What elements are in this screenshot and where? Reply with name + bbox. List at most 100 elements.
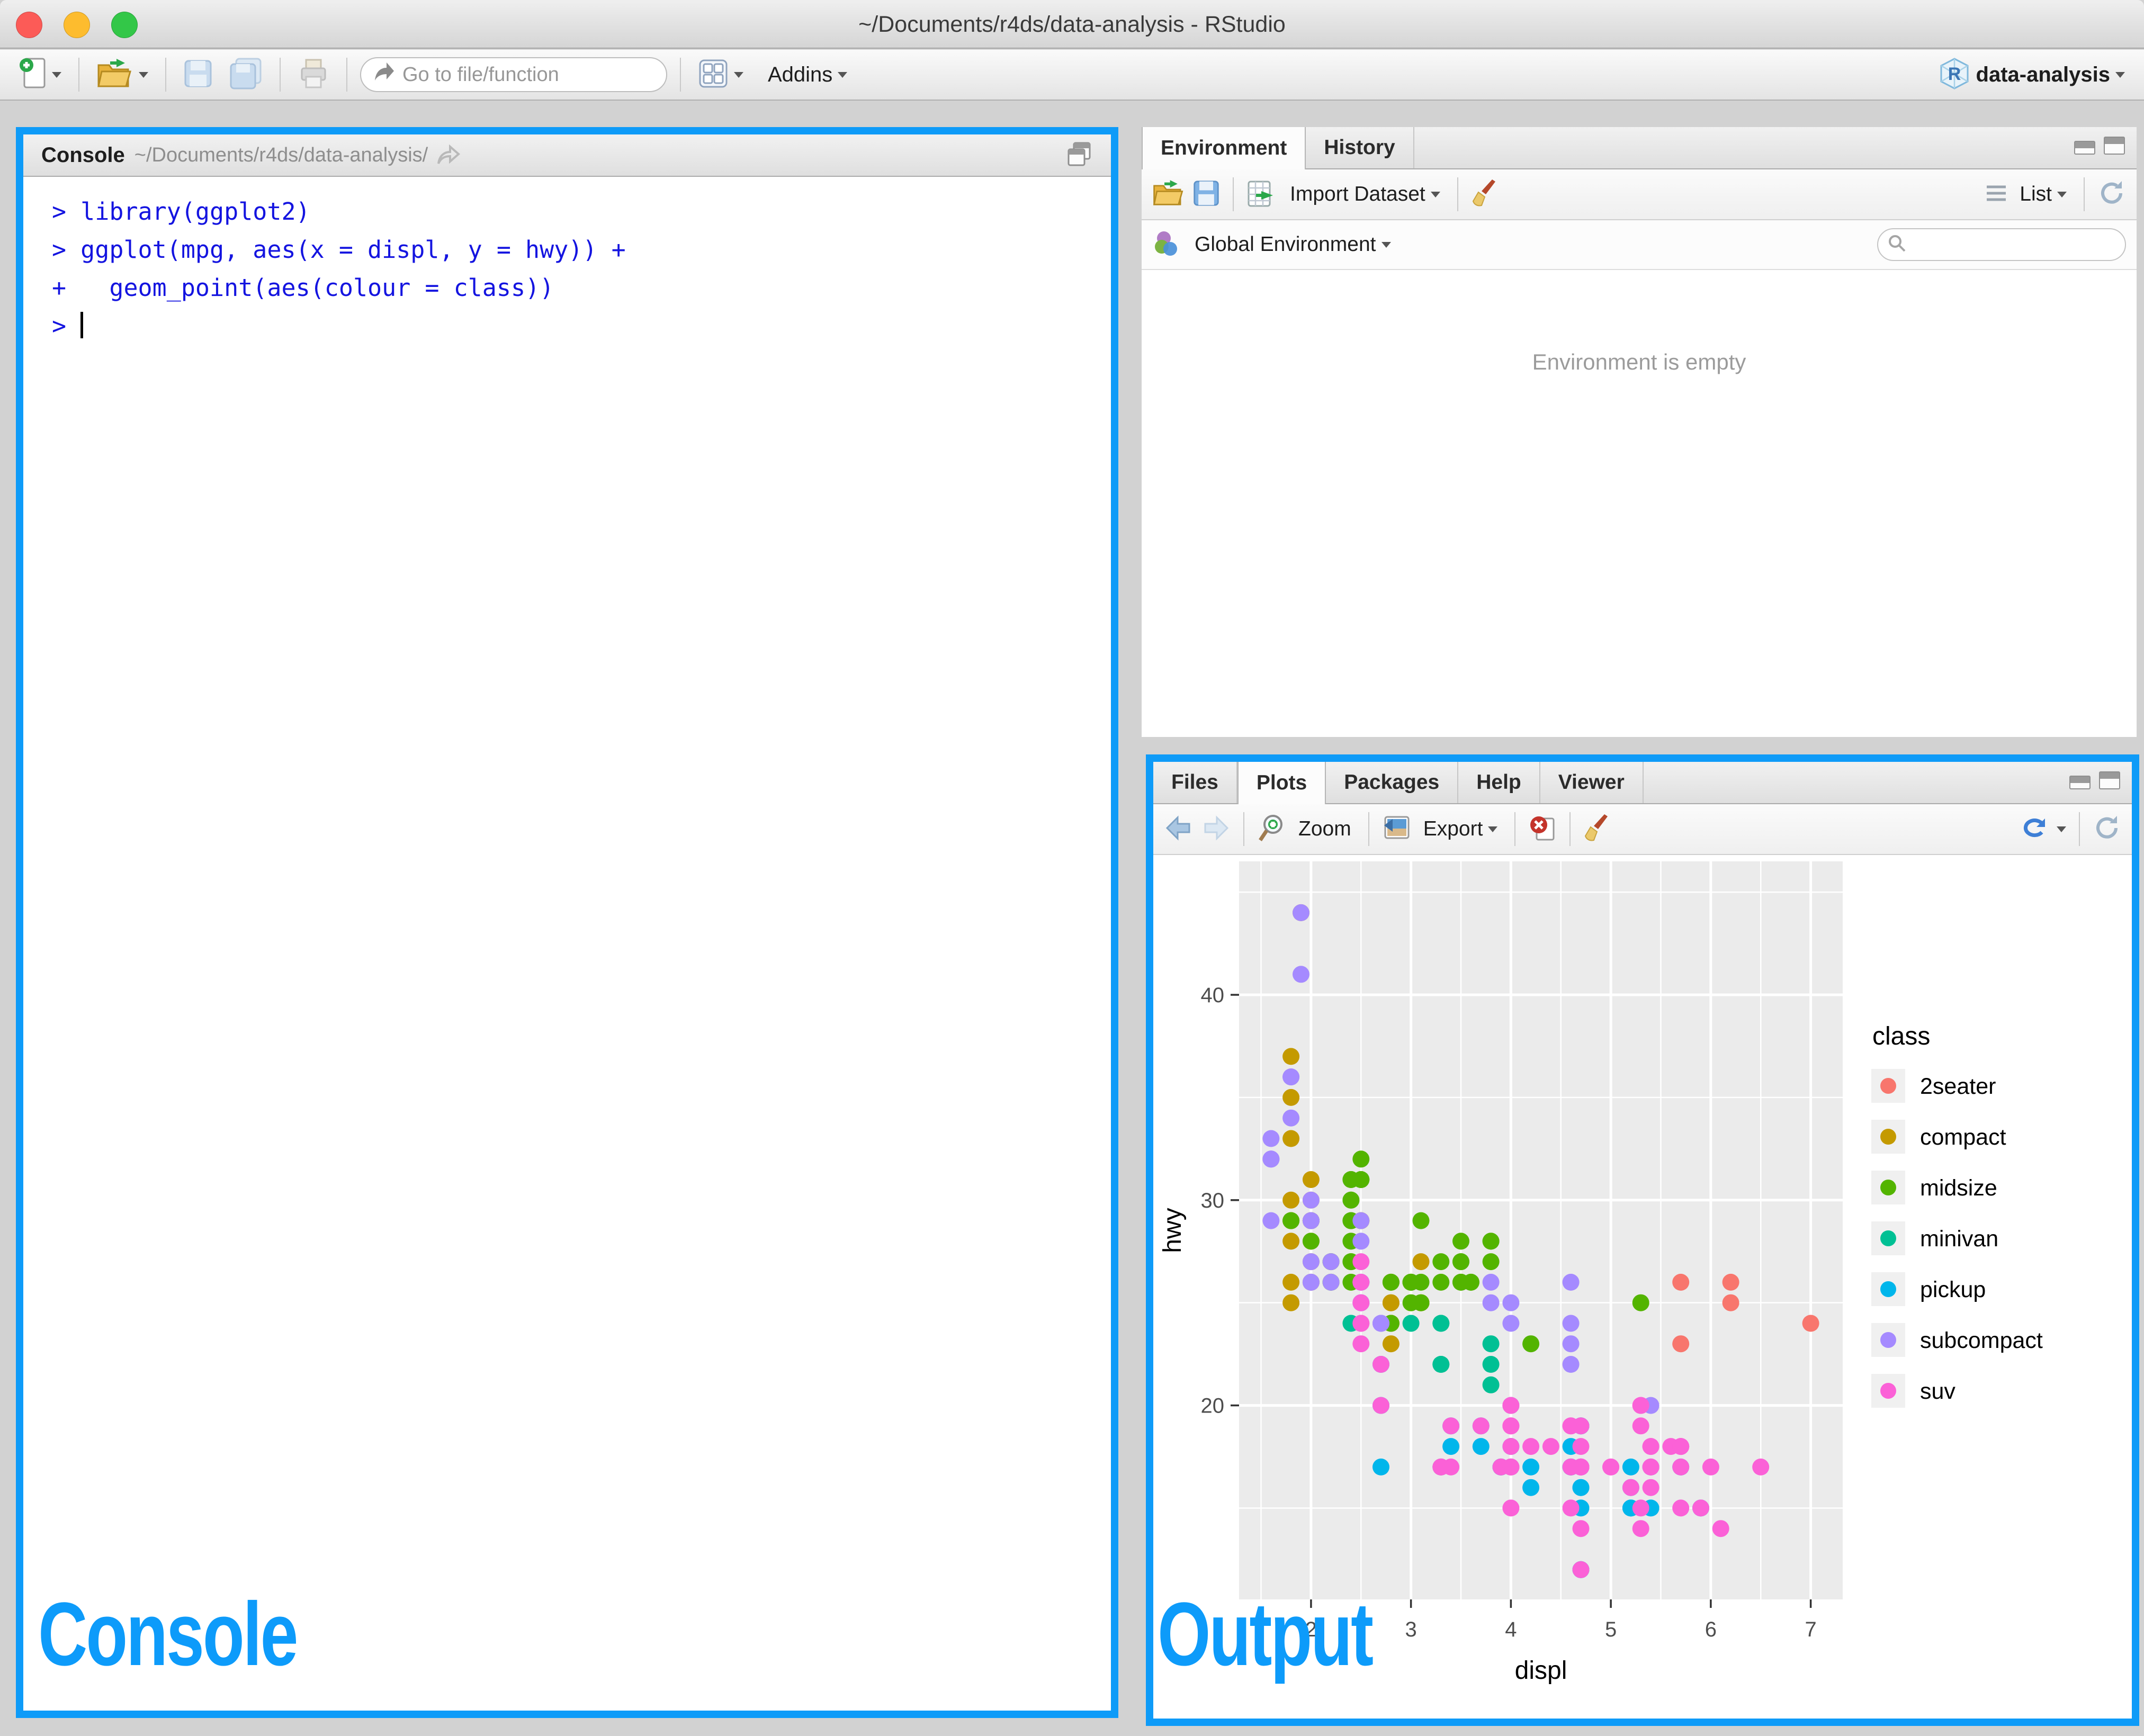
main-toolbar: Go to file/function Addins R data-analys… (0, 50, 2144, 101)
minimize-pane-icon[interactable] (2074, 141, 2095, 155)
publish-plot-icon[interactable] (2020, 814, 2049, 844)
list-view-button[interactable]: List (2015, 179, 2071, 209)
svg-text:5: 5 (1605, 1618, 1617, 1641)
plots-toolbar: Zoom Export (1153, 804, 2132, 855)
svg-text:R: R (1948, 64, 1961, 84)
next-plot-icon[interactable] (1201, 814, 1231, 844)
plot-canvas: 2 3 4 5 6 7 20 30 40 displ hwy class 2seater compact m… (1153, 855, 2132, 1697)
svg-text:minivan: minivan (1920, 1226, 1998, 1252)
previous-plot-icon[interactable] (1164, 814, 1194, 844)
open-folder-icon (96, 58, 133, 92)
addins-caret-icon (838, 71, 848, 78)
svg-text:midsize: midsize (1920, 1175, 1997, 1201)
environment-scope-button[interactable]: Global Environment (1190, 230, 1395, 259)
goto-file-function-input[interactable]: Go to file/function (360, 57, 667, 92)
svg-text:hwy: hwy (1159, 1208, 1187, 1253)
svg-text:compact: compact (1920, 1125, 2006, 1150)
new-file-icon (19, 57, 47, 93)
console-line: > (52, 307, 1111, 345)
print-icon (298, 58, 329, 92)
panes-layout-caret-icon (734, 71, 743, 78)
environment-search-input[interactable] (1877, 228, 2126, 261)
zoom-plot-icon (1257, 813, 1287, 846)
zoom-window-icon[interactable] (111, 12, 138, 38)
console-line: > library(ggplot2) (52, 197, 310, 226)
tab-files[interactable]: Files (1153, 762, 1237, 803)
new-file-caret-icon (52, 71, 61, 78)
panes-grid-icon (698, 58, 729, 92)
refresh-plot-icon[interactable] (2093, 814, 2121, 845)
svg-text:30: 30 (1201, 1189, 1225, 1212)
print-button[interactable] (293, 55, 334, 95)
tab-environment[interactable]: Environment (1142, 127, 1306, 169)
export-plot-button[interactable]: Export (1419, 814, 1502, 844)
console-pane: Console ~/Documents/r4ds/data-analysis/ … (16, 127, 1118, 1718)
svg-text:6: 6 (1705, 1618, 1717, 1641)
tab-help[interactable]: Help (1458, 762, 1540, 803)
clear-environment-broom-icon[interactable] (1471, 177, 1500, 212)
r-project-cube-icon: R (1938, 57, 1971, 93)
load-workspace-icon[interactable] (1152, 179, 1185, 210)
svg-text:4: 4 (1505, 1618, 1517, 1641)
title-bar: ~/Documents/r4ds/data-analysis - RStudio (0, 0, 2144, 49)
project-menu-button[interactable]: R data-analysis (1934, 53, 2129, 96)
svg-text:subcompact: subcompact (1920, 1328, 2043, 1353)
minimize-window-icon[interactable] (64, 12, 90, 38)
console-working-directory: ~/Documents/r4ds/data-analysis/ (134, 143, 428, 166)
export-label: Export (1423, 817, 1483, 840)
export-plot-icon (1382, 815, 1412, 844)
panes-layout-button[interactable] (694, 55, 748, 95)
maximize-pane-icon[interactable] (2099, 771, 2120, 789)
new-file-button[interactable] (15, 53, 66, 96)
svg-text:40: 40 (1201, 984, 1225, 1007)
svg-text:7: 7 (1805, 1618, 1816, 1641)
addins-label: Addins (768, 62, 833, 86)
plots-tabstrip: Files Plots Packages Help Viewer (1153, 762, 2132, 804)
zoom-label: Zoom (1298, 817, 1351, 840)
open-file-button[interactable] (92, 55, 152, 95)
list-view-caret-icon (2057, 191, 2067, 197)
maximize-pane-icon[interactable] (2104, 137, 2125, 155)
open-file-caret-icon (139, 71, 148, 78)
environment-scope-caret-icon (1381, 241, 1391, 248)
console-input-area[interactable]: > library(ggplot2) > ggplot(mpg, aes(x = … (23, 177, 1111, 345)
tab-packages[interactable]: Packages (1326, 762, 1459, 803)
tab-history[interactable]: History (1306, 127, 1414, 168)
console-tab[interactable]: Console (41, 143, 125, 167)
console-overlay-label: Console (38, 1584, 298, 1685)
text-cursor (80, 312, 84, 338)
plots-pane: Files Plots Packages Help Viewer Zoom (1146, 754, 2139, 1726)
refresh-environment-icon[interactable] (2097, 179, 2126, 210)
goto-arrow-icon (372, 60, 395, 89)
environment-tabstrip: Environment History (1142, 127, 2137, 169)
console-line: + geom_point(aes(colour = class)) (52, 274, 554, 302)
minimize-pane-icon[interactable] (2069, 776, 2091, 789)
svg-text:20: 20 (1201, 1395, 1225, 1418)
close-window-icon[interactable] (16, 12, 42, 38)
list-view-label: List (2020, 183, 2052, 205)
environment-scope-row: Global Environment (1142, 220, 2137, 270)
save-all-button[interactable] (225, 55, 267, 95)
svg-text:2seater: 2seater (1920, 1074, 1996, 1099)
clear-all-plots-broom-icon[interactable] (1583, 812, 1612, 847)
restore-pane-icon[interactable] (1065, 141, 1093, 170)
import-dataset-button[interactable]: Import Dataset (1286, 179, 1445, 209)
tab-viewer[interactable]: Viewer (1540, 762, 1644, 803)
save-button[interactable] (179, 56, 217, 94)
global-environment-icon (1152, 229, 1182, 261)
zoom-plot-button[interactable]: Zoom (1294, 814, 1356, 844)
console-line: > ggplot(mpg, aes(x = displ, y = hwy)) + (52, 236, 626, 264)
project-caret-icon (2115, 71, 2125, 78)
list-view-icon (1985, 183, 2008, 206)
save-all-icon (229, 58, 263, 92)
import-dataset-caret-icon (1430, 191, 1440, 197)
navigate-directory-icon[interactable] (435, 141, 463, 169)
environment-empty-text: Environment is empty (1532, 349, 1746, 374)
import-dataset-icon (1246, 178, 1278, 211)
save-workspace-icon[interactable] (1192, 179, 1220, 210)
tab-plots[interactable]: Plots (1237, 762, 1326, 804)
addins-button[interactable]: Addins (764, 60, 851, 90)
svg-text:displ: displ (1515, 1657, 1567, 1685)
remove-plot-icon[interactable] (1528, 813, 1557, 845)
svg-text:2: 2 (1305, 1618, 1317, 1641)
